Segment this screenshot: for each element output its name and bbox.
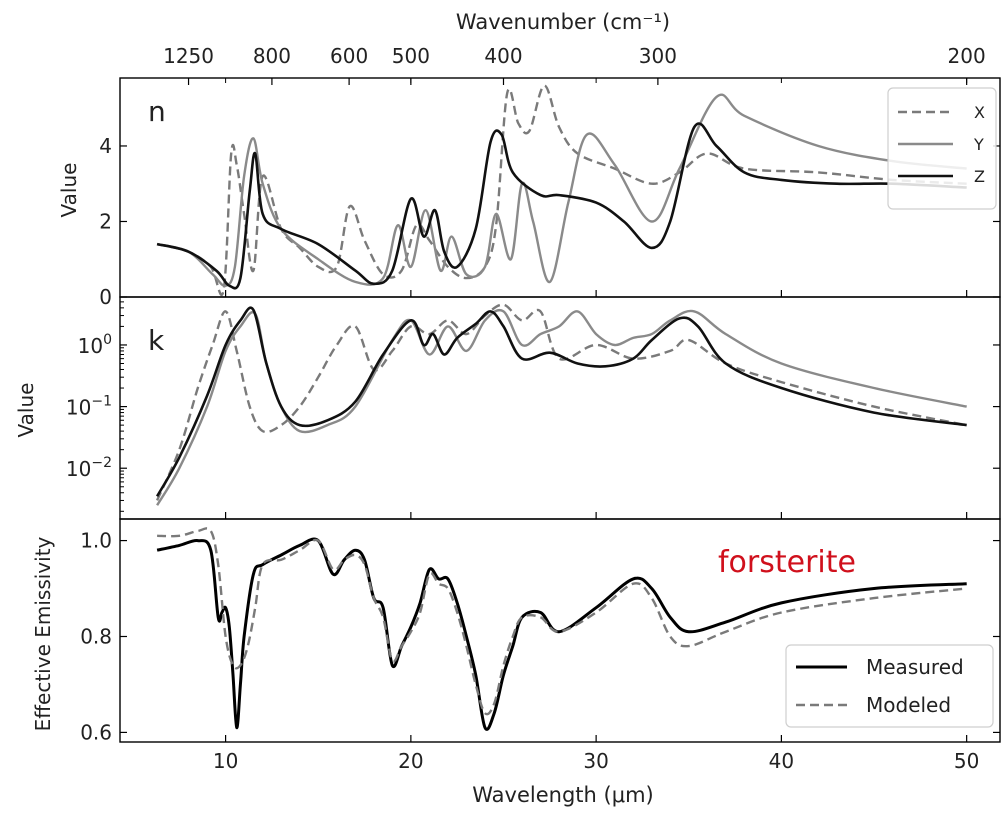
top-tick-labels: 1250 800 600 500 400 300 200: [163, 44, 986, 85]
forsterite-annotation: forsterite: [718, 545, 856, 580]
x-tick-label: 40: [769, 749, 794, 773]
panel-emissivity-ylabel: Effective Emissivity: [31, 536, 55, 731]
top-tick-label: 600: [330, 44, 368, 68]
panel-emissivity: Effective Emissivity forsterite Waveleng…: [31, 518, 1001, 807]
y-tick-label: 0.6: [80, 720, 112, 744]
y-tick-label-base: 10: [78, 334, 103, 358]
legend-label-x: X: [974, 103, 985, 122]
legend-label-y: Y: [973, 135, 984, 154]
y-tick-label: 2: [99, 209, 112, 233]
top-tick-label: 200: [948, 44, 986, 68]
top-tick-label: 800: [253, 44, 291, 68]
y-tick-label: 1.0: [80, 529, 112, 553]
panel-k-ylabel: Value: [14, 383, 38, 438]
y-tick-label: 10−2: [66, 455, 112, 481]
top-tick-label: 400: [484, 44, 522, 68]
y-tick-label-exponent: −1: [91, 394, 112, 410]
y-tick-label: 0: [99, 285, 112, 309]
x-tick-label: 50: [954, 749, 979, 773]
panel-label-n: n: [148, 95, 166, 128]
panel-frame: [119, 518, 1001, 743]
panel-frame: [119, 296, 1001, 520]
x-tick-label: 10: [213, 749, 238, 773]
y-tick-label-exponent: −2: [91, 455, 112, 471]
series-line-modeled: [157, 527, 967, 716]
legend-label-z: Z: [974, 167, 985, 186]
legend-label-measured: Measured: [866, 655, 964, 679]
legend-emissivity: Measured Modeled: [785, 644, 994, 728]
y-tick-label: 0.8: [80, 624, 112, 648]
series-line-x: [156, 84, 967, 296]
legend-label-modeled: Modeled: [866, 693, 951, 717]
panel-label-k: k: [148, 324, 165, 357]
panel-frame: [119, 77, 1001, 298]
series-line-y: [156, 308, 967, 506]
legend-xyz: XYZ: [887, 87, 997, 210]
x-tick-label: 20: [398, 749, 423, 773]
series-line-y: [156, 93, 967, 287]
top-tick-label: 1250: [163, 44, 214, 68]
series-line-z: [156, 122, 967, 290]
y-tick-label-base: 10: [66, 457, 91, 481]
y-tick-label: 10−1: [66, 394, 112, 420]
y-tick-label: 4: [99, 134, 112, 158]
y-tick-label-base: 10: [66, 396, 91, 420]
y-tick-label: 100: [78, 332, 112, 358]
legend-box: [887, 87, 997, 210]
series-line-z: [155, 306, 967, 497]
x-tick-label: 30: [583, 749, 608, 773]
series-line-x: [156, 303, 967, 501]
y-tick-label-exponent: 0: [103, 332, 112, 348]
top-tick-label: 500: [392, 44, 430, 68]
top-tick-label: 300: [639, 44, 677, 68]
panel-n: n Value 0 2 4 XYZ: [57, 77, 1001, 309]
x-axis-label: Wavelength (μm): [472, 783, 653, 807]
top-axis-label: Wavenumber (cm⁻¹): [456, 10, 670, 34]
panel-n-ylabel: Value: [57, 163, 81, 218]
